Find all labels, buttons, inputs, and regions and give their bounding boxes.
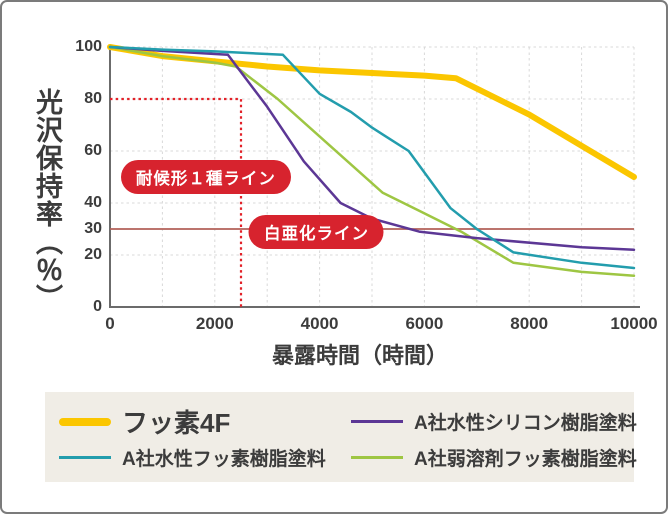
y-tick-label: 20 [84, 246, 102, 263]
legend-label: A社水性フッ素樹脂塗料 [122, 449, 326, 470]
y-tick-label: 80 [84, 90, 102, 107]
x-tick-label: 0 [105, 314, 115, 333]
y-tick-label: 40 [84, 194, 102, 211]
plot-canvas [107, 44, 640, 308]
chalking-line-badge: 白亜化ライン [248, 214, 384, 249]
x-axis-title: 暴露時間（時間） [271, 343, 449, 368]
legend-label: フッ素4F [122, 408, 231, 438]
weathering-type1-line-badge: 耐候形１種ライン [120, 160, 291, 194]
legend-swatch-line [351, 419, 403, 424]
x-tick-label: 4000 [300, 314, 339, 333]
legend-label: A社弱溶剤フッ素樹脂塗料 [414, 449, 637, 470]
series-line [108, 45, 636, 270]
legend-item: A社水性シリコン樹脂塗料 [337, 408, 637, 435]
y-tick-label: 100 [75, 38, 102, 55]
x-tick-label: 10000 [610, 314, 658, 333]
series-line [108, 45, 636, 252]
legend-item: フッ素4F [45, 403, 337, 440]
x-tick-label: 6000 [405, 314, 444, 333]
legend-item: A社水性フッ素樹脂塗料 [45, 444, 337, 471]
weathering-type1-threshold-line [110, 97, 243, 307]
y-tick-label: 30 [84, 220, 102, 237]
legend: フッ素4F A社水性シリコン樹脂塗料 A社水性フッ素樹脂塗料 A社弱溶剤フッ素樹脂塗料 [45, 392, 637, 482]
line-chart: 光沢保持率（％） 暴露時間（時間） 100 80 60 40 30 20 0 0 2000 40… [2, 2, 666, 392]
x-tick-label: 8000 [510, 314, 549, 333]
legend-item: A社弱溶剤フッ素樹脂塗料 [337, 444, 637, 471]
series-line [108, 45, 636, 278]
x-tick-label: 2000 [195, 314, 234, 333]
y-tick-label: 0 [93, 298, 102, 315]
y-tick-label: 60 [84, 142, 102, 159]
legend-label: A社水性シリコン樹脂塗料 [414, 413, 637, 434]
legend-swatch-line [59, 417, 111, 426]
legend-swatch-line [59, 455, 111, 460]
legend-swatch-line [351, 455, 403, 460]
y-axis-title: 光沢保持率（％） [32, 88, 62, 312]
